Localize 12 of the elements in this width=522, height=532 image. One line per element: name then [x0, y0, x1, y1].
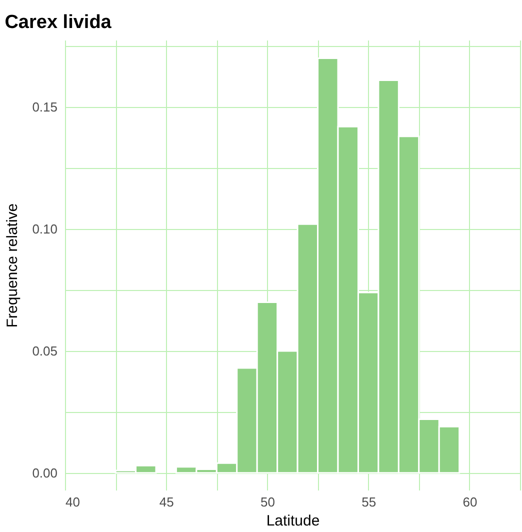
- y-tick-label: 0.05: [32, 343, 58, 358]
- x-tick-label: 45: [159, 494, 174, 510]
- x-axis-title: Latitude: [266, 512, 320, 530]
- x-tick-label: 60: [462, 494, 478, 510]
- y-axis-title: Frequence relative: [4, 203, 22, 328]
- chart-title: Carex livida: [4, 12, 112, 33]
- x-tick-label: 40: [66, 494, 80, 510]
- x-tick-label: 50: [260, 494, 275, 510]
- y-tick-label: 0.00: [32, 465, 58, 480]
- y-tick-label: 0.10: [32, 222, 58, 237]
- x-tick-label: 55: [362, 494, 376, 510]
- y-tick-label: 0.15: [32, 100, 58, 115]
